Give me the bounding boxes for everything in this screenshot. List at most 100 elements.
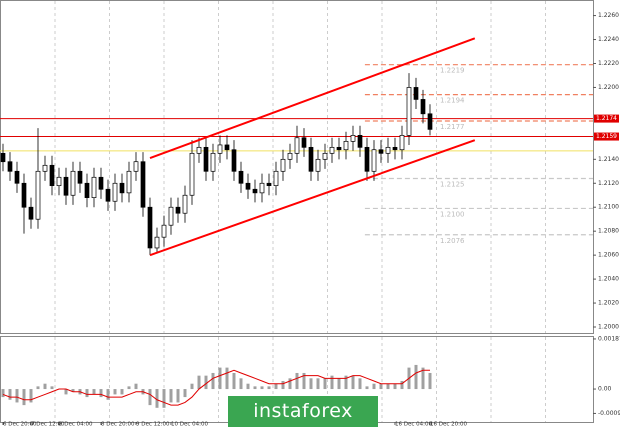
y-tick-label: 1.2080 xyxy=(598,228,619,235)
y-tick-label: 1.2040 xyxy=(598,276,619,283)
macd-bar xyxy=(309,378,313,390)
macd-bar xyxy=(358,378,362,390)
x-tick-label: 9 Dec 12:00 xyxy=(136,422,170,428)
price-label-box xyxy=(594,114,619,123)
candle-body xyxy=(196,146,202,154)
channel-line xyxy=(149,139,476,257)
candle-body xyxy=(266,182,272,187)
y-tick-label: 1.2100 xyxy=(598,204,619,211)
candle-body xyxy=(140,161,146,208)
y-tick-label: 1.2200 xyxy=(598,84,619,91)
candle-body xyxy=(413,87,419,100)
macd-bar xyxy=(295,372,299,390)
macd-bar xyxy=(393,383,397,390)
macd-bar xyxy=(323,378,327,390)
channel-line xyxy=(149,37,476,160)
macd-bar xyxy=(218,367,222,390)
macd-bar xyxy=(239,378,243,390)
macd-bar xyxy=(197,375,201,390)
macd-tick-label: 0.00 xyxy=(598,386,612,393)
x-tick-label: 6 Dec 20:00 xyxy=(3,422,37,428)
candle-body xyxy=(119,182,125,194)
macd-bar xyxy=(155,389,159,408)
fib-label: 1.2219 xyxy=(440,67,465,75)
candle-body xyxy=(126,170,132,194)
macd-bar xyxy=(253,386,257,390)
candle-body xyxy=(217,144,223,154)
candle-body xyxy=(427,113,433,130)
macd-signal xyxy=(2,369,430,406)
macd-bar xyxy=(64,389,68,395)
candle-body xyxy=(252,188,258,194)
macd-bar xyxy=(29,389,33,403)
candle-body xyxy=(70,170,76,196)
macd-bar xyxy=(337,378,341,390)
candle-body xyxy=(133,161,139,172)
candle-body xyxy=(329,146,335,154)
candle-body xyxy=(371,149,377,172)
macd-bar xyxy=(225,367,229,390)
candle-body xyxy=(308,146,314,172)
candle-body xyxy=(161,224,167,238)
candle-body xyxy=(14,170,20,184)
macd-bar xyxy=(428,372,432,390)
macd-bar xyxy=(120,389,124,395)
y-tick-label: 1.2140 xyxy=(598,156,619,163)
candle-body xyxy=(420,99,426,115)
macd-bar xyxy=(190,383,194,390)
candle-body xyxy=(56,176,62,187)
candle-body xyxy=(0,152,6,163)
y-tick-label: 1.2000 xyxy=(598,324,619,331)
candle-body xyxy=(336,146,342,151)
candle-body xyxy=(91,176,97,198)
candle-body xyxy=(392,146,398,151)
candle-body xyxy=(182,194,188,214)
macd-bar xyxy=(176,389,180,403)
price-label: 1.2174 xyxy=(596,115,617,122)
candle-body xyxy=(147,206,153,249)
candle-body xyxy=(364,146,370,172)
macd-bar xyxy=(71,389,75,392)
macd-bar xyxy=(267,386,271,390)
candle-body xyxy=(105,188,111,202)
candle-body xyxy=(399,135,405,151)
macd-bar xyxy=(316,378,320,390)
candle-body xyxy=(301,137,307,148)
macd-tick-label: -0.00091 xyxy=(598,410,620,417)
candle-body xyxy=(280,158,286,172)
macd-bar xyxy=(274,383,278,390)
main-pane xyxy=(0,0,594,334)
candle-body xyxy=(385,146,391,154)
x-tick-label: 16 Dec 04:00 xyxy=(395,422,432,428)
candle-body xyxy=(63,176,69,196)
candle-body xyxy=(224,144,230,151)
candle-body xyxy=(35,170,41,220)
macd-bar xyxy=(302,372,306,390)
macd-bar xyxy=(134,383,138,390)
candle-body xyxy=(84,182,90,198)
x-tick-label: 8 Dec 04:00 xyxy=(59,422,93,428)
candle-body xyxy=(350,135,356,142)
candle-body xyxy=(287,152,293,160)
macd-bar xyxy=(372,383,376,390)
candle-body xyxy=(112,182,118,202)
macd-bar xyxy=(127,386,131,390)
vertical-grid xyxy=(54,1,546,422)
macd-bar xyxy=(15,389,19,403)
candle-body xyxy=(259,182,265,194)
candle-body xyxy=(49,164,55,187)
candle-body xyxy=(231,149,237,172)
logo: instaforex xyxy=(228,396,378,427)
candle-body xyxy=(273,170,279,187)
macd-bar xyxy=(8,389,12,400)
candle-body xyxy=(315,158,321,172)
fib-label: 1.2100 xyxy=(440,210,465,218)
macd-bar xyxy=(246,383,250,390)
candle-body xyxy=(245,182,251,190)
macd-bar xyxy=(351,375,355,390)
macd-bar xyxy=(85,389,89,398)
candle-body xyxy=(154,236,160,249)
macd-bar xyxy=(99,389,103,398)
macd-bar xyxy=(183,389,187,398)
candle-body xyxy=(28,206,34,220)
